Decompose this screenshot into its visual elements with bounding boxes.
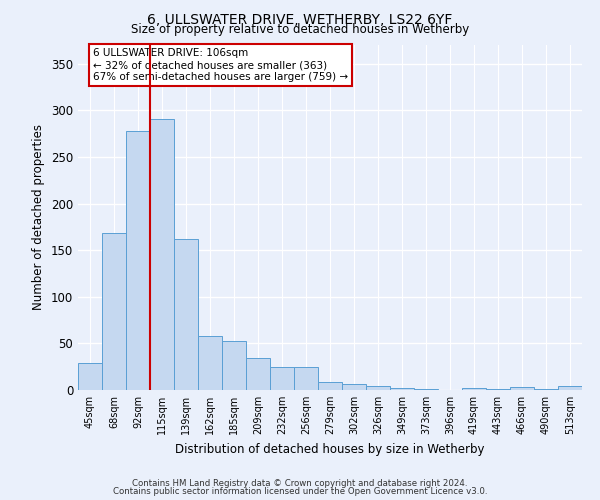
Bar [198, 336, 222, 390]
Text: 6 ULLSWATER DRIVE: 106sqm
← 32% of detached houses are smaller (363)
67% of semi: 6 ULLSWATER DRIVE: 106sqm ← 32% of detac… [93, 48, 348, 82]
Y-axis label: Number of detached properties: Number of detached properties [32, 124, 46, 310]
Bar [222, 340, 246, 390]
Text: Size of property relative to detached houses in Wetherby: Size of property relative to detached ho… [131, 22, 469, 36]
Text: 6, ULLSWATER DRIVE, WETHERBY, LS22 6YF: 6, ULLSWATER DRIVE, WETHERBY, LS22 6YF [148, 12, 452, 26]
Bar [294, 366, 318, 390]
Bar [534, 389, 558, 390]
Bar [342, 384, 366, 390]
Bar [366, 386, 390, 390]
Bar [78, 363, 102, 390]
Bar [462, 388, 486, 390]
Bar [246, 358, 270, 390]
Bar [318, 382, 342, 390]
Bar [102, 234, 126, 390]
Bar [270, 366, 294, 390]
Bar [558, 386, 582, 390]
Bar [150, 118, 174, 390]
Bar [174, 239, 198, 390]
X-axis label: Distribution of detached houses by size in Wetherby: Distribution of detached houses by size … [175, 442, 485, 456]
Bar [414, 389, 438, 390]
Text: Contains HM Land Registry data © Crown copyright and database right 2024.: Contains HM Land Registry data © Crown c… [132, 478, 468, 488]
Bar [510, 387, 534, 390]
Text: Contains public sector information licensed under the Open Government Licence v3: Contains public sector information licen… [113, 487, 487, 496]
Bar [390, 388, 414, 390]
Bar [126, 131, 150, 390]
Bar [486, 389, 510, 390]
